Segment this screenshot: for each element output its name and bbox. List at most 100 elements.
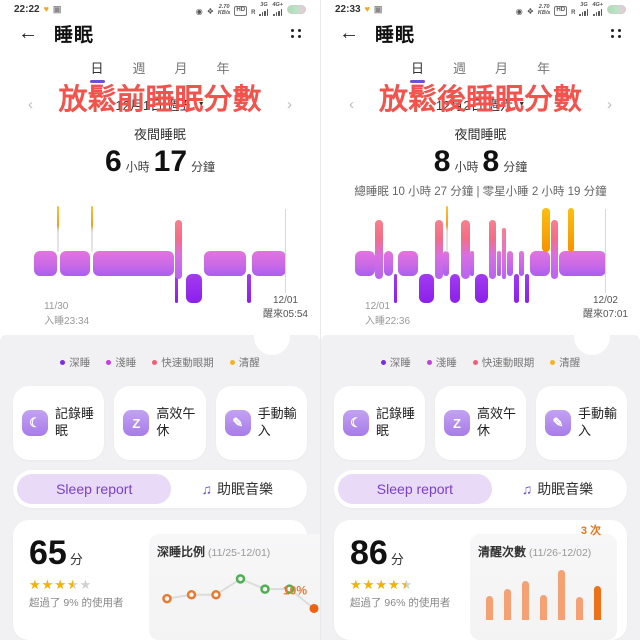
stage-legend: 深睡 淺睡 快速動眼期 清醒	[321, 355, 640, 370]
record-sleep-button[interactable]: ☾ 記錄睡眠	[13, 386, 105, 460]
next-day-arrow[interactable]: ›	[287, 96, 292, 113]
status-bar: 22:33 ♥ ▣ ◉ ❖ 2.70 KB/s HD R 3G 4G+	[321, 0, 640, 17]
sleep-segment-light	[530, 251, 551, 276]
sleep-report-button[interactable]: Sleep report	[17, 474, 172, 504]
tab-month[interactable]: 月	[494, 61, 508, 76]
sleep-segment-rem	[461, 219, 470, 279]
moon-icon: ☾	[22, 410, 48, 436]
clock: 22:22	[14, 3, 40, 15]
tab-week[interactable]: 週	[132, 61, 146, 76]
legend-awake: 清醒	[229, 355, 260, 370]
report-music-row: Sleep report ♫ 助眠音樂	[334, 470, 627, 508]
sleep-segment-deep	[418, 273, 435, 304]
hd-voice-icon: HD	[554, 6, 568, 16]
sleep-score-card[interactable]: 86 分 ★★★★★★★★★★ 超過了 96% 的使用者 清醒次數(11/26-…	[334, 520, 627, 640]
sleep-segment-awake_thin	[445, 205, 448, 252]
sleep-stages-chart: 12/01 入睡22:36 12/02 醒來07:01	[355, 203, 628, 329]
sleep-segment-awake_thin	[90, 205, 93, 252]
hd-voice-icon: HD	[234, 6, 248, 16]
date-dropdown[interactable]: 12月2日 週六 ▼	[435, 98, 526, 113]
bluetooth-icon: ❖	[206, 6, 214, 16]
power-nap-button[interactable]: Z 高效午休	[435, 386, 526, 460]
nap-icon: Z	[123, 410, 150, 436]
signal-sim1-icon: 3G	[259, 2, 269, 16]
record-sleep-button[interactable]: ☾ 記錄睡眠	[334, 386, 425, 460]
drag-handle-bump	[574, 319, 611, 355]
sleep-music-button[interactable]: ♫ 助眠音樂	[201, 481, 273, 497]
legend-awake: 清醒	[550, 355, 580, 370]
signal-sim1-icon: 3G	[579, 2, 589, 16]
tab-day[interactable]: 日	[410, 58, 425, 83]
music-note-icon: ♫	[521, 481, 533, 497]
sleep-report-button[interactable]: Sleep report	[338, 474, 492, 504]
wake-time-label: 12/02 醒來07:01	[582, 294, 628, 321]
tab-day[interactable]: 日	[89, 58, 105, 83]
sleep-segment-light	[383, 251, 393, 276]
sleep-segment-light	[252, 251, 286, 276]
sleep-segment-rem	[551, 219, 559, 279]
tab-year[interactable]: 年	[216, 61, 230, 76]
night-sleep-label: 夜間睡眠	[454, 127, 507, 142]
caret-down-icon: ▼	[518, 101, 526, 108]
sleep-segment-light	[519, 251, 525, 276]
sleep-segment-light	[355, 251, 375, 276]
music-note-icon: ♫	[201, 481, 212, 497]
sleep-segment-deep_thin	[525, 273, 530, 304]
score-unit: 分	[390, 552, 404, 567]
back-arrow-icon[interactable]: ←	[18, 21, 38, 44]
score-unit: 分	[69, 552, 83, 567]
app-header: ← 睡眠	[321, 17, 640, 50]
legend-deep: 深睡	[60, 355, 90, 370]
manual-input-button[interactable]: ✎ 手動輸入	[536, 386, 627, 460]
network-speed: 2.70 KB/s	[217, 3, 231, 16]
tab-year[interactable]: 年	[536, 61, 550, 76]
vibrate-icon: ◉	[515, 6, 523, 16]
sleep-segment-light	[496, 251, 502, 276]
action-buttons: ☾ 記錄睡眠 Z 高效午休 ✎ 手動輸入	[321, 386, 640, 460]
sleep-segment-light	[506, 251, 513, 276]
menu-dots-icon[interactable]	[291, 28, 302, 38]
signal-sim2-icon: 4G+	[592, 2, 603, 16]
mini-chart-range: (11/25-12/01)	[208, 547, 271, 559]
date-selector: ‹ 12月1日 週五 ▼ ›	[0, 95, 320, 114]
sleep-segment-light	[559, 251, 606, 276]
manual-input-button[interactable]: ✎ 手動輸入	[215, 386, 307, 460]
sleep-segment-deep	[475, 273, 488, 304]
prev-day-arrow[interactable]: ‹	[349, 96, 354, 113]
sleep-segment-deep_thin	[513, 273, 519, 304]
awake-count-bar	[504, 588, 511, 620]
awake-count-bar	[576, 597, 583, 620]
sleep-segment-light	[93, 251, 174, 276]
tab-month[interactable]: 月	[174, 61, 188, 76]
drag-handle-bump	[254, 319, 290, 355]
sleep-score-card[interactable]: 65 分 ★★★★★★★★★★ 超過了 9% 的使用者 深睡比例(11/25-1…	[13, 520, 333, 640]
menu-dots-icon[interactable]	[611, 28, 622, 38]
awake-count-panel: 清醒次數 (11/26-12/02) 3 次	[470, 525, 617, 640]
power-nap-button[interactable]: Z 高效午休	[114, 386, 206, 460]
clock: 22:33	[335, 3, 361, 15]
tab-week[interactable]: 週	[452, 61, 466, 76]
app-header: ← 睡眠	[0, 17, 320, 50]
status-bar: 22:22 ♥ ▣ ◉ ❖ 2.70 KB/s HD R 3G 4G+	[0, 0, 320, 17]
details-section: 深睡 淺睡 快速動眼期 清醒 ☾ 記錄睡眠 Z 高效午休 ✎ 手動輸入	[0, 319, 333, 640]
roaming-indicator: R	[251, 9, 256, 16]
screenshot-before: 22:22 ♥ ▣ ◉ ❖ 2.70 KB/s HD R 3G 4G+	[0, 0, 333, 640]
date-dropdown[interactable]: 12月1日 週五 ▼	[115, 98, 205, 113]
back-arrow-icon[interactable]: ←	[339, 21, 359, 44]
sleep-segment-deep_thin	[247, 273, 251, 304]
vibrate-icon: ◉	[195, 6, 203, 16]
sleep-subtitle	[0, 183, 320, 201]
sleep-segment-awake_thin	[57, 205, 60, 252]
next-day-arrow[interactable]: ›	[607, 96, 612, 113]
score-value: 65	[29, 534, 67, 572]
nap-icon: Z	[444, 410, 470, 436]
stage-legend: 深睡 淺睡 快速動眼期 清醒	[0, 355, 320, 370]
night-sleep-label: 夜間睡眠	[133, 127, 186, 142]
prev-day-arrow[interactable]: ‹	[28, 96, 33, 113]
edit-icon: ✎	[545, 410, 571, 436]
network-speed: 2.70 KB/s	[537, 3, 551, 16]
mini-chart-title: 深睡比例	[157, 545, 206, 559]
sleep-segment-light	[34, 251, 57, 276]
camera-icon: ▣	[373, 3, 383, 14]
sleep-music-button[interactable]: ♫ 助眠音樂	[521, 481, 594, 497]
